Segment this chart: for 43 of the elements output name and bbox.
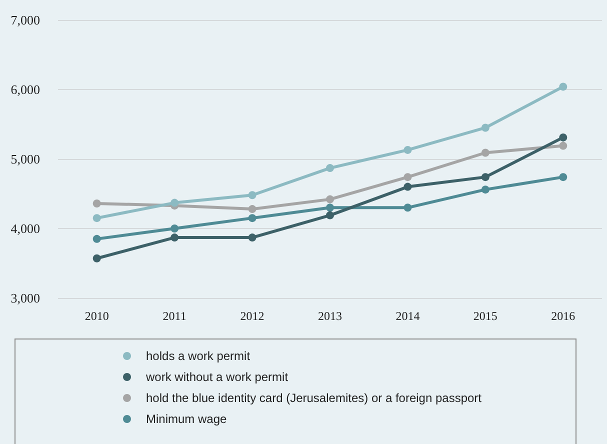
x-tick-label: 2011: [162, 309, 186, 323]
point: [92, 254, 101, 262]
point: [248, 191, 256, 200]
point: [92, 199, 101, 208]
point: [481, 173, 490, 182]
x-tick-label: 2012: [240, 309, 264, 323]
point: [559, 133, 568, 142]
x-tick-label: 2015: [473, 309, 498, 323]
y-tick-label: 4,000: [10, 221, 40, 236]
point: [170, 224, 179, 232]
x-tick-label: 2016: [551, 309, 576, 323]
point: [559, 82, 568, 91]
y-tick-label: 7,000: [10, 12, 40, 28]
point: [481, 124, 490, 132]
point: [170, 198, 179, 207]
legend-label: holds a work permit: [146, 349, 251, 363]
point: [170, 234, 179, 242]
x-tick-label: 2013: [318, 309, 342, 323]
point: [248, 205, 256, 214]
y-tick-label: 5,000: [10, 152, 40, 166]
point: [248, 214, 256, 222]
point: [248, 234, 256, 242]
point: [404, 173, 412, 182]
point: [559, 142, 568, 150]
point: [92, 214, 101, 222]
y-tick-label: 3,000: [10, 290, 40, 306]
x-tick-label: 2010: [84, 309, 109, 323]
point: [404, 146, 412, 154]
point: [404, 182, 412, 191]
point: [559, 173, 568, 182]
point: [326, 164, 334, 172]
point: [326, 204, 334, 212]
x-tick-label: 2014: [396, 309, 420, 323]
legend-label: work without a work permit: [145, 370, 289, 384]
point: [92, 234, 101, 243]
point: [481, 186, 490, 194]
point: [404, 204, 412, 212]
legend-label: hold the blue identity card (Jerusalemites) or a foreign passport: [146, 391, 482, 405]
y-tick-label: 6,000: [10, 82, 40, 97]
legend-label: Minimum wage: [146, 412, 228, 426]
point: [481, 148, 490, 157]
point: [326, 211, 334, 220]
point: [326, 195, 334, 204]
